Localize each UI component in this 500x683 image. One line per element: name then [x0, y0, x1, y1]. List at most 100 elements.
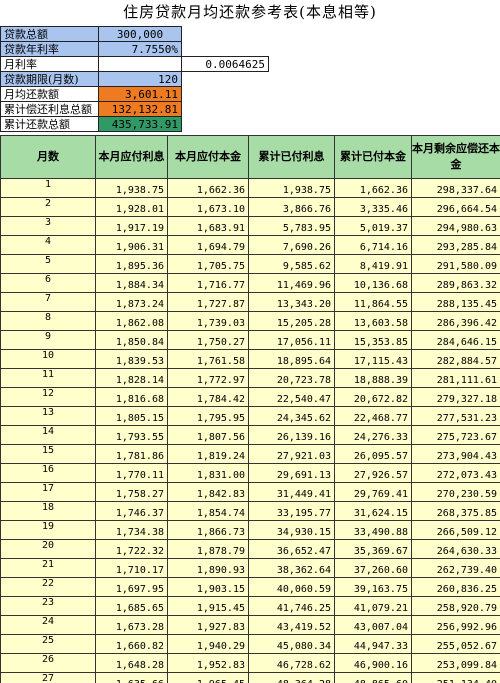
remaining-cell[interactable]: 270,230.59: [411, 482, 500, 502]
monthly-payment-cell[interactable]: 3,601.11: [98, 86, 182, 102]
month-cell[interactable]: 11: [0, 368, 96, 388]
principal-cell[interactable]: 1,965.45: [167, 672, 249, 683]
principal-cell[interactable]: 1,673.10: [167, 197, 249, 217]
month-cell[interactable]: 23: [0, 596, 96, 616]
interest-cell[interactable]: 1,805.15: [95, 406, 168, 426]
cum-interest-cell[interactable]: 7,690.26: [248, 235, 335, 255]
monthly-rate-cell[interactable]: 0.0064625: [181, 56, 269, 72]
cum-principal-cell[interactable]: 5,019.37: [334, 216, 412, 236]
month-cell[interactable]: 17: [0, 482, 96, 502]
remaining-cell[interactable]: 264,630.33: [411, 539, 500, 559]
principal-cell[interactable]: 1,694.79: [167, 235, 249, 255]
remaining-cell[interactable]: 275,723.67: [411, 425, 500, 445]
interest-cell[interactable]: 1,781.86: [95, 444, 168, 464]
month-cell[interactable]: 24: [0, 615, 96, 635]
cum-principal-cell[interactable]: 11,864.55: [334, 292, 412, 312]
cum-interest-cell[interactable]: 34,930.15: [248, 520, 335, 540]
cum-interest-cell[interactable]: 13,343.20: [248, 292, 335, 312]
cum-principal-cell[interactable]: 3,335.46: [334, 197, 412, 217]
month-cell[interactable]: 16: [0, 463, 96, 483]
remaining-cell[interactable]: 279,327.18: [411, 387, 500, 407]
principal-cell[interactable]: 1,750.27: [167, 330, 249, 350]
cum-principal-cell[interactable]: 37,260.60: [334, 558, 412, 578]
cum-interest-cell[interactable]: 5,783.95: [248, 216, 335, 236]
interest-cell[interactable]: 1,758.27: [95, 482, 168, 502]
cum-interest-cell[interactable]: 41,746.25: [248, 596, 335, 616]
month-cell[interactable]: 18: [0, 501, 96, 521]
interest-cell[interactable]: 1,895.36: [95, 254, 168, 274]
remaining-cell[interactable]: 256,992.96: [411, 615, 500, 635]
interest-cell[interactable]: 1,734.38: [95, 520, 168, 540]
cum-interest-cell[interactable]: 46,728.62: [248, 653, 335, 673]
interest-cell[interactable]: 1,697.95: [95, 577, 168, 597]
interest-cell[interactable]: 1,648.28: [95, 653, 168, 673]
month-cell[interactable]: 12: [0, 387, 96, 407]
month-cell[interactable]: 2: [0, 197, 96, 217]
cum-interest-cell[interactable]: 11,469.96: [248, 273, 335, 293]
month-cell[interactable]: 20: [0, 539, 96, 559]
cum-principal-cell[interactable]: 13,603.58: [334, 311, 412, 331]
cum-principal-cell[interactable]: 10,136.68: [334, 273, 412, 293]
month-cell[interactable]: 13: [0, 406, 96, 426]
remaining-cell[interactable]: 291,580.09: [411, 254, 500, 274]
cum-principal-cell[interactable]: 20,672.82: [334, 387, 412, 407]
principal-cell[interactable]: 1,927.83: [167, 615, 249, 635]
cum-principal-cell[interactable]: 48,865.60: [334, 672, 412, 683]
remaining-cell[interactable]: 282,884.57: [411, 349, 500, 369]
cum-interest-cell[interactable]: 38,362.64: [248, 558, 335, 578]
cum-interest-cell[interactable]: 20,723.78: [248, 368, 335, 388]
cum-interest-cell[interactable]: 3,866.76: [248, 197, 335, 217]
cum-interest-cell[interactable]: 33,195.77: [248, 501, 335, 521]
principal-cell[interactable]: 1,878.79: [167, 539, 249, 559]
interest-cell[interactable]: 1,873.24: [95, 292, 168, 312]
principal-cell[interactable]: 1,940.29: [167, 634, 249, 654]
month-cell[interactable]: 21: [0, 558, 96, 578]
interest-cell[interactable]: 1,660.82: [95, 634, 168, 654]
principal-cell[interactable]: 1,727.87: [167, 292, 249, 312]
remaining-cell[interactable]: 284,646.15: [411, 330, 500, 350]
cum-principal-cell[interactable]: 15,353.85: [334, 330, 412, 350]
principal-cell[interactable]: 1,716.77: [167, 273, 249, 293]
month-cell[interactable]: 6: [0, 273, 96, 293]
month-cell[interactable]: 5: [0, 254, 96, 274]
principal-cell[interactable]: 1,866.73: [167, 520, 249, 540]
interest-cell[interactable]: 1,938.75: [95, 178, 168, 198]
principal-cell[interactable]: 1,842.83: [167, 482, 249, 502]
principal-cell[interactable]: 1,831.00: [167, 463, 249, 483]
cum-principal-cell[interactable]: 24,276.33: [334, 425, 412, 445]
cum-interest-cell[interactable]: 48,364.28: [248, 672, 335, 683]
cum-interest-cell[interactable]: 31,449.41: [248, 482, 335, 502]
principal-cell[interactable]: 1,890.93: [167, 558, 249, 578]
cum-principal-cell[interactable]: 8,419.91: [334, 254, 412, 274]
remaining-cell[interactable]: 273,904.43: [411, 444, 500, 464]
remaining-cell[interactable]: 255,052.67: [411, 634, 500, 654]
cum-interest-cell[interactable]: 15,205.28: [248, 311, 335, 331]
remaining-cell[interactable]: 281,111.61: [411, 368, 500, 388]
cum-interest-cell[interactable]: 18,895.64: [248, 349, 335, 369]
month-cell[interactable]: 4: [0, 235, 96, 255]
remaining-cell[interactable]: 268,375.85: [411, 501, 500, 521]
remaining-cell[interactable]: 272,073.43: [411, 463, 500, 483]
interest-cell[interactable]: 1,793.55: [95, 425, 168, 445]
remaining-cell[interactable]: 262,739.40: [411, 558, 500, 578]
cum-interest-cell[interactable]: 26,139.16: [248, 425, 335, 445]
cum-principal-cell[interactable]: 44,947.33: [334, 634, 412, 654]
principal-cell[interactable]: 1,662.36: [167, 178, 249, 198]
cum-interest-cell[interactable]: 27,921.03: [248, 444, 335, 464]
cum-principal-cell[interactable]: 1,662.36: [334, 178, 412, 198]
cum-interest-cell[interactable]: 36,652.47: [248, 539, 335, 559]
month-cell[interactable]: 1: [0, 178, 96, 198]
interest-cell[interactable]: 1,839.53: [95, 349, 168, 369]
interest-cell[interactable]: 1,850.84: [95, 330, 168, 350]
remaining-cell[interactable]: 286,396.42: [411, 311, 500, 331]
remaining-cell[interactable]: 258,920.79: [411, 596, 500, 616]
principal-cell[interactable]: 1,784.42: [167, 387, 249, 407]
cum-principal-cell[interactable]: 43,007.04: [334, 615, 412, 635]
interest-cell[interactable]: 1,862.08: [95, 311, 168, 331]
cum-interest-cell[interactable]: 24,345.62: [248, 406, 335, 426]
cum-principal-cell[interactable]: 31,624.15: [334, 501, 412, 521]
month-cell[interactable]: 8: [0, 311, 96, 331]
principal-cell[interactable]: 1,807.56: [167, 425, 249, 445]
total-interest-cell[interactable]: 132,132.81: [98, 101, 182, 117]
interest-cell[interactable]: 1,884.34: [95, 273, 168, 293]
